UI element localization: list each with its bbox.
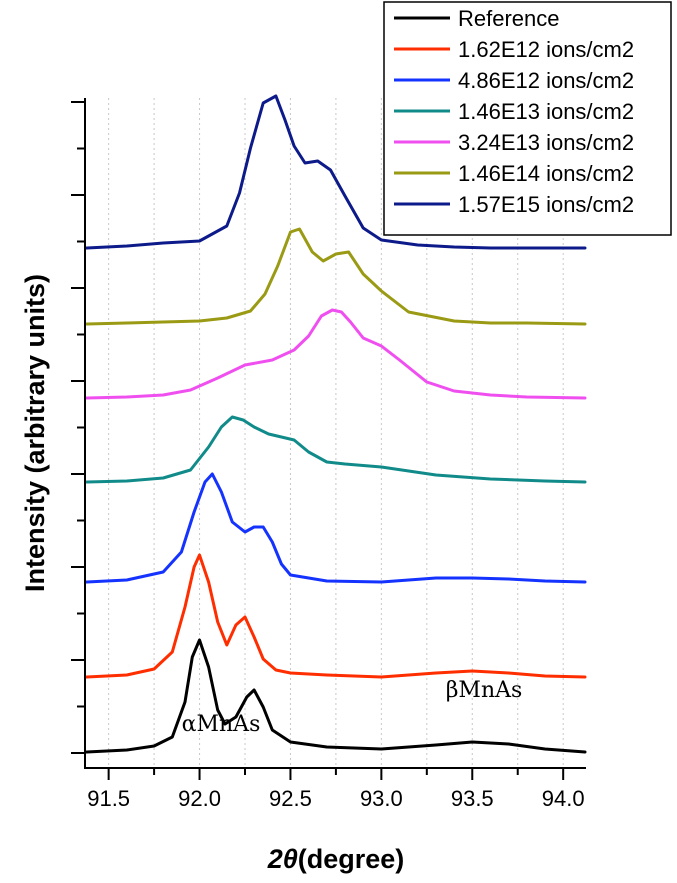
legend: Reference 1.62E12 ions/cm2 4.86E12 ions/cm… [383, 1, 672, 236]
x-tick-label: 93.0 [360, 786, 403, 811]
series-line-6 [85, 94, 587, 250]
x-tick-label: 92.0 [178, 786, 221, 811]
series-lines [85, 94, 587, 754]
legend-label: 3.24E13 ions/cm2 [458, 130, 634, 155]
legend-label: 1.46E14 ions/cm2 [458, 161, 634, 186]
series-line-3 [85, 415, 587, 484]
series-line-1 [85, 553, 587, 679]
legend-label: 1.62E12 ions/cm2 [458, 37, 634, 62]
x-ticks: 91.5 92.0 92.5 93.0 93.5 94.0 [87, 768, 585, 811]
y-axis-title: Intensity (arbitrary units) [20, 274, 50, 592]
legend-label: 4.86E12 ions/cm2 [458, 68, 634, 93]
legend-items: Reference 1.62E12 ions/cm2 4.86E12 ions/cm… [394, 6, 634, 217]
legend-box [383, 1, 672, 236]
x-axis-title-unit: (degree) [298, 844, 405, 874]
series-line-2 [85, 472, 587, 584]
x-axis-title-symbol: 2θ [267, 844, 298, 874]
series-line-0 [85, 638, 587, 754]
series-line-5 [85, 227, 587, 326]
x-tick-label: 92.5 [269, 786, 312, 811]
x-tick-label: 93.5 [451, 786, 494, 811]
annotation-alpha-mnas: αMnAs [182, 712, 261, 737]
y-ticks [71, 101, 85, 754]
x-axis-title: 2θ(degree) [267, 844, 405, 874]
series-line-4 [85, 308, 587, 400]
x-tick-label: 94.0 [542, 786, 585, 811]
legend-label: 1.46E13 ions/cm2 [458, 99, 634, 124]
x-tick-label: 91.5 [87, 786, 130, 811]
legend-label: Reference [458, 6, 560, 31]
annotation-beta-mnas: βMnAs [446, 678, 523, 703]
legend-label: 1.57E15 ions/cm2 [458, 192, 634, 217]
